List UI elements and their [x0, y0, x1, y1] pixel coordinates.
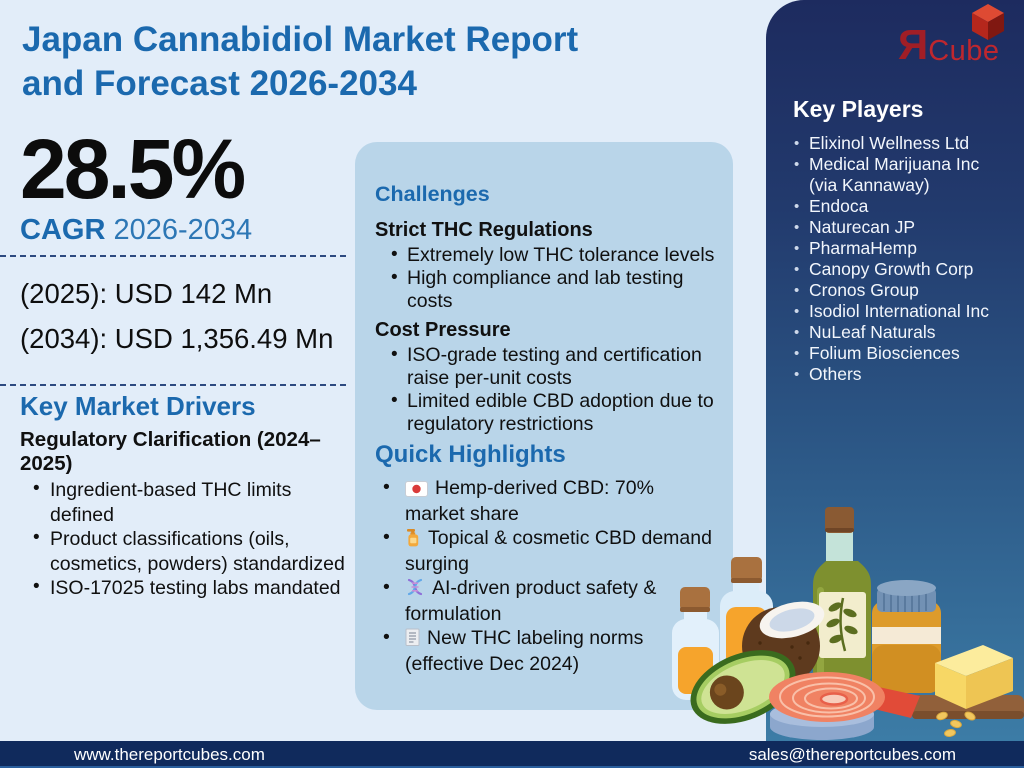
japan-flag-icon	[405, 480, 428, 503]
lotion-bottle-icon	[405, 527, 421, 553]
receipt-icon	[405, 628, 420, 653]
challenge-group-title: Strict THC Regulations	[375, 219, 593, 241]
list-item: Ingredient-based THC limits defined	[20, 477, 352, 527]
logo-name: Cube	[928, 34, 1000, 67]
avocado-half	[690, 650, 796, 724]
list-item: Isodiol International Inc	[793, 301, 1008, 322]
drivers-list: Ingredient-based THC limits defined Prod…	[20, 477, 352, 601]
olive-oil-bottle	[813, 507, 871, 687]
footer-bar: www.thereportcubes.com sales@thereportcu…	[0, 741, 1024, 768]
highlight-text: New THC labeling norms (effective Dec 20…	[405, 627, 644, 675]
cagr-stat: 28.5% CAGR 2026-2034	[20, 122, 355, 247]
list-item: Topical & cosmetic CBD demand surging	[375, 526, 715, 576]
highlight-text: AI-driven product safety & formulation	[405, 577, 657, 625]
key-market-drivers-heading: Key Market Drivers	[20, 391, 256, 421]
market-value-2034: (2034): USD 1,356.49 Mn	[20, 323, 334, 354]
footer-email-link[interactable]: sales@thereportcubes.com	[748, 744, 956, 764]
key-players-heading: Key Players	[793, 96, 924, 122]
seeds	[936, 711, 976, 737]
cube-icon	[970, 2, 1006, 47]
page-title-line1: Japan Cannabidiol Market Report	[22, 20, 579, 59]
list-item: Naturecan JP	[793, 217, 1008, 238]
list-item: Others	[793, 364, 1008, 385]
quick-highlights-list: Hemp-derived CBD: 70% market share Topic…	[375, 476, 715, 676]
butter-block	[935, 645, 1013, 709]
cagr-label: CAGR	[20, 214, 106, 246]
list-item: Endoca	[793, 196, 1008, 217]
list-item: New THC labeling norms (effective Dec 20…	[375, 626, 715, 676]
drivers-subheading: Regulatory Clarification (2024–2025)	[20, 428, 321, 475]
list-item: ISO-grade testing and certification rais…	[375, 343, 715, 390]
challenges-highlights-card: Challenges Strict THC Regulations Extrem…	[355, 142, 733, 710]
peanut-butter-jar	[872, 580, 941, 693]
logo-glyph: Я	[898, 21, 929, 68]
list-item: AI-driven product safety & formulation	[375, 576, 715, 626]
list-item: Product classifications (oils, cosmetics…	[20, 526, 352, 576]
cagr-caption: CAGR 2026-2034	[20, 214, 355, 247]
highlight-text: Hemp-derived CBD: 70% market share	[405, 477, 654, 525]
page-title-line2: and Forecast 2026-2034	[22, 64, 417, 103]
divider-dashed-bottom	[0, 384, 346, 386]
list-item: NuLeaf Naturals	[793, 322, 1008, 343]
key-players-section: Key Players Elixinol Wellness Ltd Medica…	[766, 0, 1024, 385]
list-item: Canopy Growth Corp	[793, 259, 1008, 280]
page-title: Japan Cannabidiol Market Report and Fore…	[22, 18, 742, 106]
list-item: Hemp-derived CBD: 70% market share	[375, 476, 715, 526]
olive-branch	[826, 597, 858, 652]
cagr-period: 2026-2034	[113, 214, 253, 246]
list-item: Medical Marijuana Inc (via Kannaway)	[793, 154, 1008, 196]
challenge-group-title: Cost Pressure	[375, 319, 511, 341]
salmon-steak	[769, 672, 920, 722]
report-cube-logo: Я Cube	[898, 4, 1004, 68]
key-market-drivers-section: Key Market Drivers Regulatory Clarificat…	[20, 392, 352, 601]
footer-accent-line	[0, 766, 1024, 768]
list-item: Elixinol Wellness Ltd	[793, 133, 1008, 154]
challenges-heading: Challenges	[375, 182, 490, 206]
healthy-fats-foods-illustration	[672, 507, 1024, 740]
challenge-group-list: Extremely low THC tolerance levels High …	[375, 243, 715, 313]
quick-highlights-heading: Quick Highlights	[375, 441, 566, 468]
list-item: High compliance and lab testing costs	[375, 266, 715, 313]
coconut-half	[742, 601, 825, 685]
list-item: Limited edible CBD adoption due to regul…	[375, 389, 715, 436]
list-item: ISO-17025 testing labs mandated	[20, 575, 352, 601]
cagr-value: 28.5%	[20, 122, 246, 216]
dna-icon	[405, 577, 425, 603]
list-item: PharmaHemp	[793, 238, 1008, 259]
divider-dashed-top	[0, 255, 346, 257]
key-players-list: Elixinol Wellness Ltd Medical Marijuana …	[793, 133, 1008, 385]
market-values: (2025): USD 142 Mn (2034): USD 1,356.49 …	[20, 271, 360, 361]
footer-website-link[interactable]: www.thereportcubes.com	[74, 744, 265, 764]
challenge-group-list: ISO-grade testing and certification rais…	[375, 343, 715, 436]
market-value-2025: (2025): USD 142 Mn	[20, 278, 273, 309]
list-item: Extremely low THC tolerance levels	[375, 243, 715, 267]
highlight-text: Topical & cosmetic CBD demand surging	[405, 527, 712, 575]
list-item: Folium Biosciences	[793, 343, 1008, 364]
list-item: Cronos Group	[793, 280, 1008, 301]
